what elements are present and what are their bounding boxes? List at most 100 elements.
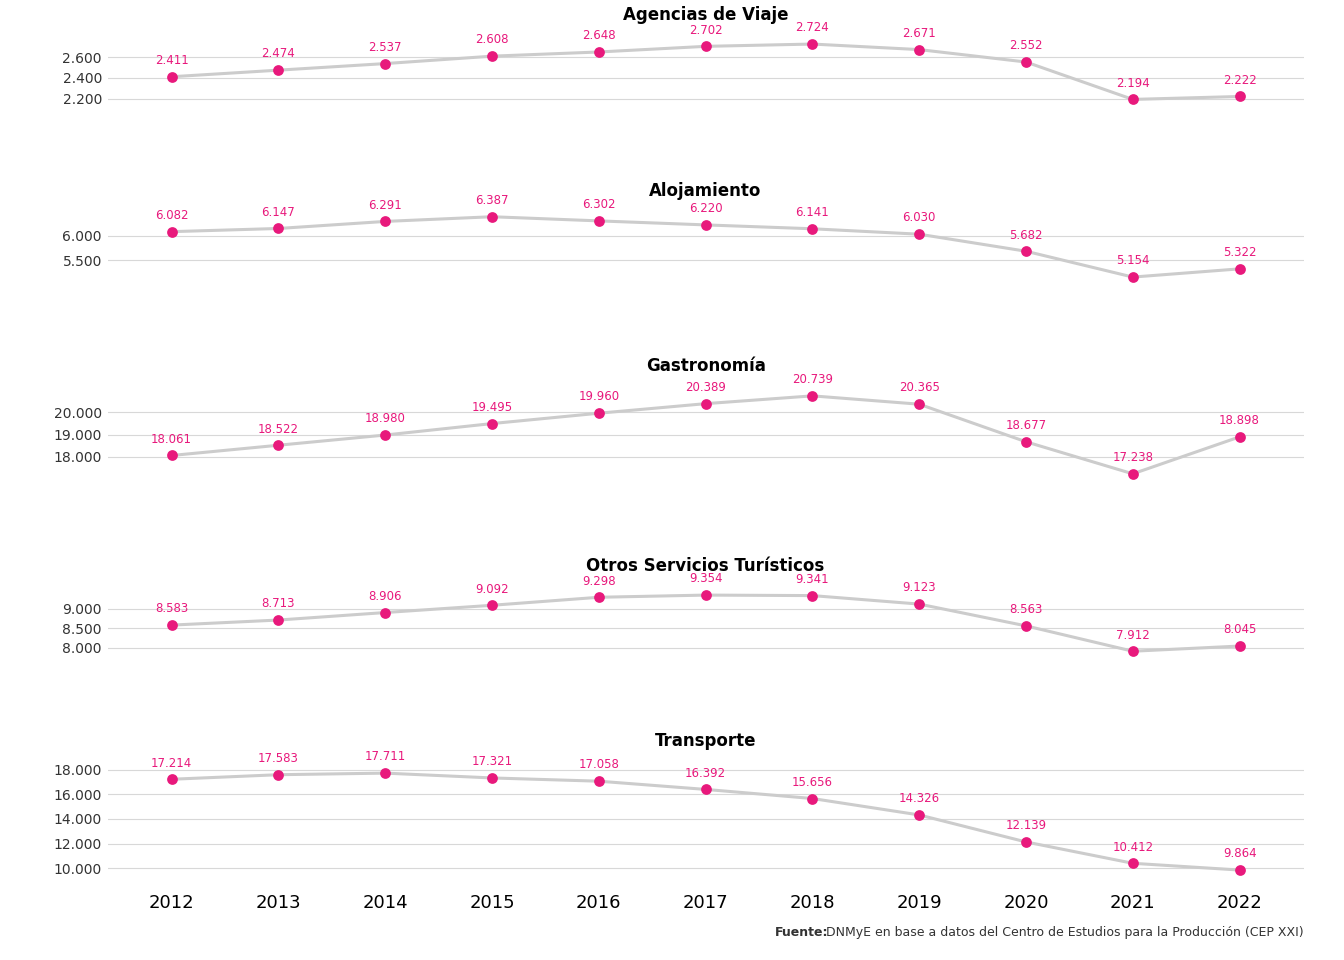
Text: 9.354: 9.354 bbox=[689, 572, 722, 586]
Text: 17.214: 17.214 bbox=[151, 756, 192, 770]
Point bbox=[1015, 244, 1036, 259]
Point bbox=[1015, 618, 1036, 634]
Text: 12.139: 12.139 bbox=[1005, 819, 1047, 832]
Text: 18.522: 18.522 bbox=[258, 422, 298, 436]
Point bbox=[1015, 834, 1036, 850]
Point bbox=[481, 598, 503, 613]
Text: 20.365: 20.365 bbox=[899, 381, 939, 395]
Point bbox=[589, 589, 610, 605]
Point bbox=[695, 781, 716, 797]
Point bbox=[589, 405, 610, 420]
Point bbox=[695, 217, 716, 232]
Text: 17.711: 17.711 bbox=[364, 751, 406, 763]
Text: 6.141: 6.141 bbox=[796, 206, 829, 219]
Title: Otros Servicios Turísticos: Otros Servicios Turísticos bbox=[586, 558, 825, 575]
Point bbox=[481, 416, 503, 431]
Text: 18.898: 18.898 bbox=[1219, 414, 1261, 427]
Text: 2.671: 2.671 bbox=[902, 27, 935, 40]
Text: DNMyE en base a datos del Centro de Estudios para la Producción (CEP XXI): DNMyE en base a datos del Centro de Estu… bbox=[823, 925, 1304, 939]
Text: 9.864: 9.864 bbox=[1223, 848, 1257, 860]
Point bbox=[1228, 261, 1250, 276]
Text: 5.322: 5.322 bbox=[1223, 246, 1257, 259]
Title: Agencias de Viaje: Agencias de Viaje bbox=[622, 7, 789, 24]
Point bbox=[481, 209, 503, 225]
Text: 17.058: 17.058 bbox=[578, 758, 620, 772]
Text: 2.222: 2.222 bbox=[1223, 74, 1257, 86]
Point bbox=[909, 396, 930, 412]
Point bbox=[1122, 270, 1144, 285]
Text: 8.563: 8.563 bbox=[1009, 603, 1043, 616]
Text: 18.061: 18.061 bbox=[151, 433, 192, 445]
Point bbox=[161, 617, 183, 633]
Point bbox=[267, 62, 289, 78]
Point bbox=[695, 588, 716, 603]
Text: 20.739: 20.739 bbox=[792, 373, 833, 386]
Point bbox=[375, 765, 396, 780]
Point bbox=[1122, 855, 1144, 871]
Point bbox=[695, 396, 716, 411]
Text: 17.238: 17.238 bbox=[1113, 451, 1153, 464]
Text: 2.608: 2.608 bbox=[476, 34, 509, 46]
Point bbox=[267, 767, 289, 782]
Point bbox=[1122, 467, 1144, 482]
Text: 6.302: 6.302 bbox=[582, 198, 616, 211]
Text: 6.387: 6.387 bbox=[476, 194, 509, 207]
Point bbox=[695, 38, 716, 54]
Point bbox=[1122, 92, 1144, 108]
Point bbox=[909, 227, 930, 242]
Text: 2.702: 2.702 bbox=[688, 24, 723, 36]
Title: Transporte: Transporte bbox=[655, 732, 757, 751]
Point bbox=[1015, 434, 1036, 449]
Text: 9.123: 9.123 bbox=[902, 582, 935, 594]
Text: 18.677: 18.677 bbox=[1005, 420, 1047, 432]
Point bbox=[801, 588, 823, 603]
Text: 2.474: 2.474 bbox=[262, 47, 296, 60]
Point bbox=[161, 772, 183, 787]
Text: 6.291: 6.291 bbox=[368, 199, 402, 212]
Text: 8.906: 8.906 bbox=[368, 589, 402, 603]
Text: 6.147: 6.147 bbox=[262, 205, 296, 219]
Point bbox=[909, 42, 930, 58]
Point bbox=[801, 791, 823, 806]
Text: 17.583: 17.583 bbox=[258, 752, 298, 765]
Point bbox=[801, 388, 823, 403]
Point bbox=[1122, 643, 1144, 659]
Point bbox=[589, 213, 610, 228]
Point bbox=[1228, 638, 1250, 654]
Text: 2.411: 2.411 bbox=[155, 54, 188, 67]
Text: 6.220: 6.220 bbox=[688, 203, 723, 215]
Text: 14.326: 14.326 bbox=[899, 792, 939, 805]
Text: 2.537: 2.537 bbox=[368, 41, 402, 54]
Text: 7.912: 7.912 bbox=[1116, 629, 1149, 641]
Point bbox=[801, 221, 823, 236]
Text: 19.960: 19.960 bbox=[578, 391, 620, 403]
Point bbox=[1228, 89, 1250, 105]
Text: 5.154: 5.154 bbox=[1116, 254, 1149, 267]
Text: 19.495: 19.495 bbox=[472, 401, 512, 414]
Text: 16.392: 16.392 bbox=[685, 767, 726, 780]
Text: 8.713: 8.713 bbox=[262, 597, 296, 611]
Point bbox=[267, 438, 289, 453]
Point bbox=[589, 44, 610, 60]
Text: 2.724: 2.724 bbox=[796, 21, 829, 35]
Point bbox=[375, 56, 396, 71]
Title: Alojamiento: Alojamiento bbox=[649, 181, 762, 200]
Text: 9.092: 9.092 bbox=[476, 583, 509, 595]
Text: 9.298: 9.298 bbox=[582, 574, 616, 588]
Point bbox=[267, 221, 289, 236]
Text: 18.980: 18.980 bbox=[364, 412, 406, 425]
Text: 8.045: 8.045 bbox=[1223, 623, 1257, 636]
Point bbox=[589, 774, 610, 789]
Point bbox=[161, 447, 183, 463]
Point bbox=[375, 427, 396, 443]
Point bbox=[1228, 862, 1250, 877]
Text: Fuente:: Fuente: bbox=[775, 925, 829, 939]
Text: 2.194: 2.194 bbox=[1116, 77, 1149, 89]
Text: 15.656: 15.656 bbox=[792, 776, 833, 789]
Text: 20.389: 20.389 bbox=[685, 381, 726, 394]
Title: Gastronomía: Gastronomía bbox=[645, 356, 766, 374]
Point bbox=[909, 596, 930, 612]
Text: 6.082: 6.082 bbox=[155, 209, 188, 222]
Text: 17.321: 17.321 bbox=[472, 756, 512, 768]
Point bbox=[375, 214, 396, 229]
